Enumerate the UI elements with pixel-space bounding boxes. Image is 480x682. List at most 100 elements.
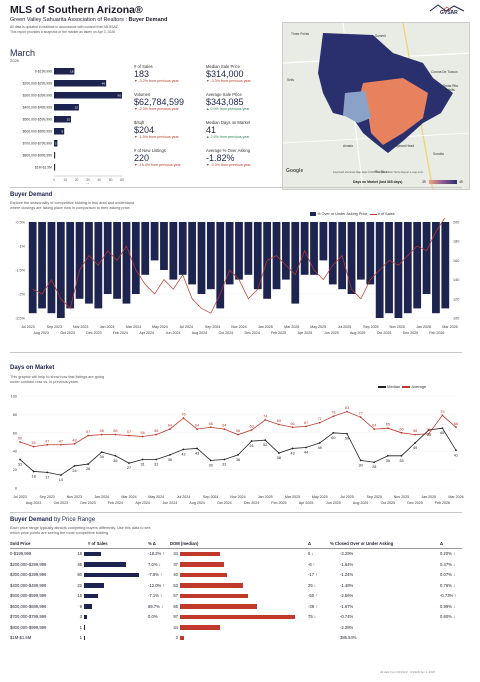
divider-2	[10, 352, 462, 353]
dom-average-point	[32, 445, 35, 448]
dom-median-label: 63	[427, 433, 431, 437]
sales-count: 46	[77, 561, 82, 567]
footer-text: All data from MLSSAZ - GVSAR Apr 3, 2026	[380, 670, 436, 674]
period-year: 2026	[10, 58, 19, 63]
stat-block: Median Sale Price $314,000 ▼ -0.3% from pr…	[206, 64, 276, 83]
price-table-title-b: by Price Range	[52, 517, 96, 523]
buyer-demand-legend: % Over or Under Asking Price # of Sales	[310, 212, 395, 216]
bd-bar	[66, 222, 75, 309]
dom-average-label: 58	[100, 429, 104, 433]
dom-x-tick: Feb 2025	[271, 501, 286, 505]
bd-bar	[56, 222, 65, 318]
sales-count-bar	[84, 572, 139, 577]
bd-bar	[141, 222, 150, 275]
map-legend-min: 39	[422, 180, 426, 184]
stat-label: Average % Over Asking	[206, 148, 251, 153]
dom-y-tick: 60	[13, 431, 17, 435]
sales-count-bar	[84, 593, 98, 598]
price-table-row: $200,000-$299,999 46 7.0% ↓ 37 -6 ↑ -1.64% 0.4…	[10, 561, 462, 569]
map-panel[interactable]: Three Points Summit Corona De Tucson Santa …	[282, 22, 470, 190]
bd-x-tick: Jan 2025	[258, 325, 273, 329]
price-range: 0-$199,999	[10, 551, 32, 556]
dom-median-bar	[180, 614, 295, 619]
dom-average-label: 64	[168, 424, 172, 428]
dom-median-label: 30	[209, 463, 213, 467]
stat-block: Volumes $62,784,599 ▼ -2.3% from previous …	[134, 92, 204, 111]
bd-bar	[47, 222, 56, 314]
dom-average-label: 67	[304, 421, 308, 425]
legend-average-swatch	[402, 386, 411, 388]
bd-x-tick: Aug 2025	[350, 331, 365, 335]
bd-x-tick: Sep 2023	[47, 325, 62, 329]
sales-count-bar	[84, 604, 93, 609]
sales-bar	[54, 128, 65, 135]
dom-median-label: 59	[345, 437, 349, 441]
closed-delta: 0.07% ↓	[440, 572, 456, 577]
stat-change: ▼ -0.3% from previous year	[206, 79, 251, 83]
legend-line-label: # of Sales	[377, 212, 395, 216]
price-table-row: $600,000-$699,999 9 66.7% ↓ 65 -39 ↑ -1.67% 0.…	[10, 603, 462, 611]
stat-value: -1.82%	[206, 153, 235, 163]
dom-x-tick: Jul 2024	[177, 495, 191, 499]
stat-label: Median Sale Price	[206, 64, 240, 69]
map-region-low-dom[interactable]	[358, 78, 428, 145]
bd-bar	[366, 222, 375, 285]
dom-average-label: 47	[45, 439, 49, 443]
dom-median: 34	[173, 551, 178, 556]
bd-bar	[38, 222, 46, 309]
bd-y-tick-right: 100	[453, 317, 459, 321]
dom-average-point	[141, 435, 144, 438]
bd-bar	[441, 222, 450, 309]
sales-count: 3	[79, 614, 82, 619]
dom-x-tick: Jan 2025	[258, 495, 273, 499]
dom-median-point	[32, 470, 35, 473]
dom-average-label: 58	[236, 429, 240, 433]
bd-bar	[385, 222, 393, 314]
bd-bar	[422, 222, 431, 294]
bd-x-tick: Apr 2024	[139, 331, 154, 335]
legend-bar-label: % Over or Under Asking Price	[317, 212, 368, 216]
map-footer[interactable]: Keyboard shortcuts Map data ©2026 Google…	[333, 171, 424, 174]
bd-x-tick: Oct 2024	[219, 331, 234, 335]
sales-bar	[54, 152, 56, 159]
dom-median-point	[59, 474, 62, 477]
map-place-label: Elephant Head	[393, 144, 415, 148]
period-month: March	[10, 48, 36, 58]
map-canvas[interactable]	[283, 23, 470, 190]
bd-y-tick-right: 200	[453, 221, 459, 225]
dom-median-label: 43	[290, 451, 294, 455]
map-region-mid-dom[interactable]	[343, 91, 371, 123]
dom-y-tick: 20	[13, 468, 17, 472]
dom-x-tick: Aug 2025	[353, 501, 368, 505]
dom-median-point	[264, 439, 267, 442]
dom-median-label: 26	[86, 467, 90, 471]
dom-median-bar	[180, 625, 221, 630]
dom-average-point	[223, 428, 226, 431]
sales-bar-value: 1	[52, 154, 54, 158]
bd-bar	[300, 222, 309, 275]
dom-median-point	[250, 440, 253, 442]
dom-median-point	[128, 462, 130, 465]
dom-average-point	[87, 434, 90, 437]
dom-median-point	[332, 431, 335, 434]
dom-median-label: 31	[154, 462, 158, 466]
dom-average-point	[427, 432, 430, 435]
sales-category-label: $800,000-$999,999	[23, 154, 53, 158]
price-table-title-a: Buyer Demand	[10, 517, 53, 523]
dom-legend: Median Average	[378, 384, 426, 389]
bd-x-tick: Oct 2023	[60, 331, 75, 335]
dom-x-tick: Mar 2026	[448, 495, 463, 499]
dom-average-label: 66	[290, 422, 294, 426]
sales-pct-change: 66.7% ↓	[148, 603, 164, 609]
price-table-header-rule	[10, 548, 462, 549]
price-table-header-cell: Δ	[308, 541, 312, 546]
sales-bar	[54, 68, 75, 75]
dom-median-point	[87, 463, 90, 465]
price-table-row: $700,000-$799,999 3 0.0% 97 75 ↓ -0.74% 0.60% …	[10, 613, 462, 621]
dom-average-label: 78	[331, 411, 335, 415]
dom-median-bar	[180, 562, 224, 567]
bd-bar	[310, 222, 318, 275]
dom-delta: -39 ↑	[308, 603, 318, 609]
dom-median-label: 65	[440, 431, 444, 435]
dom-x-tick: Sep 2024	[203, 495, 218, 499]
